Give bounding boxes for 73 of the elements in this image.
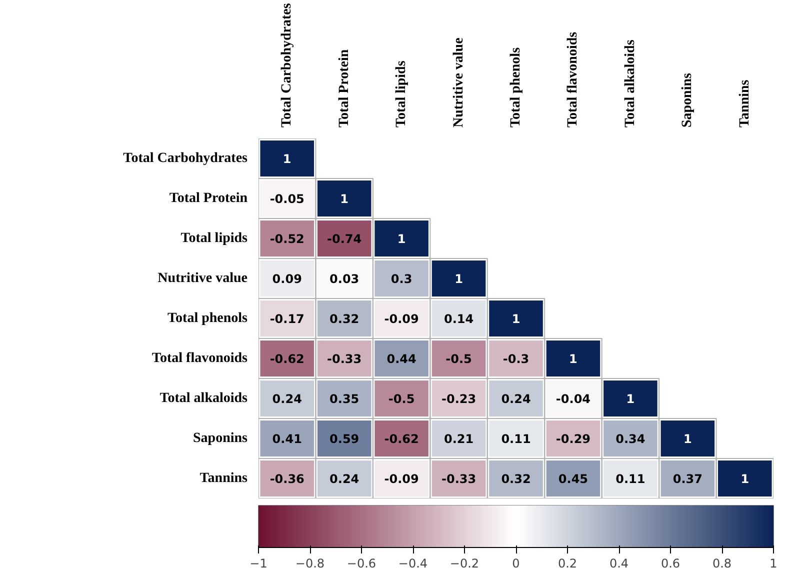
y-tick-label: Total flavonoids xyxy=(152,351,248,366)
data-label: -0.04 xyxy=(556,392,591,406)
data-label: 1 xyxy=(512,312,520,326)
color-bar-label: −1 xyxy=(250,556,268,570)
data-label: 0.24 xyxy=(330,472,360,486)
data-label: 0.32 xyxy=(330,312,360,326)
data-label: -0.05 xyxy=(270,192,304,206)
data-label: 1 xyxy=(282,152,292,166)
data-label: 0.09 xyxy=(272,272,302,286)
color-bar-label: −0.2 xyxy=(450,556,480,570)
data-label: 1 xyxy=(740,472,750,486)
data-label: 0.11 xyxy=(616,472,646,486)
data-label: -0.5 xyxy=(446,352,472,366)
data-label: 1 xyxy=(626,392,635,406)
data-label: 0.32 xyxy=(501,472,531,486)
color-bar-label: −0.4 xyxy=(398,556,428,570)
data-label: 1 xyxy=(454,272,463,286)
data-label: -0.62 xyxy=(384,432,419,446)
data-label: 1 xyxy=(569,352,578,366)
data-label: -0.62 xyxy=(270,352,304,366)
x-tick-label: Nutritive value xyxy=(451,38,466,128)
data-label: 0.21 xyxy=(444,432,474,446)
data-label: -0.09 xyxy=(384,312,419,326)
data-label: 0.35 xyxy=(330,392,360,406)
color-bar-label: 0 xyxy=(512,556,520,570)
x-tick-label: Saponins xyxy=(680,72,696,128)
data-label: 0.59 xyxy=(330,432,360,446)
color-bar-label: 0.2 xyxy=(558,556,578,570)
data-label: 1 xyxy=(683,432,692,446)
data-label: 1 xyxy=(340,192,349,206)
x-tick-label: Total Protein xyxy=(336,49,352,128)
x-tick-label: Total flavonoids xyxy=(566,31,581,128)
data-label: 0.34 xyxy=(616,432,646,446)
y-tick-label: Saponins xyxy=(193,431,248,446)
data-label: -0.33 xyxy=(441,472,476,486)
data-label: 0.24 xyxy=(501,392,531,406)
data-label: 0.14 xyxy=(444,312,474,326)
data-label: 1 xyxy=(397,232,406,246)
x-tick-label: Total phenols xyxy=(508,46,524,128)
y-tick-label: Tannins xyxy=(200,471,248,486)
data-label: 0.03 xyxy=(330,272,360,286)
data-label: 0.41 xyxy=(272,432,302,446)
data-label: -0.23 xyxy=(441,392,476,406)
data-label: 0.44 xyxy=(386,352,416,366)
x-tick-label: Tannins xyxy=(737,79,752,128)
data-label: 0.24 xyxy=(272,392,302,406)
color-bar-label: 0.8 xyxy=(712,556,732,570)
data-label: 0.11 xyxy=(501,432,531,446)
y-tick-label: Total alkaloids xyxy=(160,391,248,406)
color-bar-label: 0.4 xyxy=(609,556,629,570)
data-label: 0.3 xyxy=(390,272,412,286)
color-bar-label: 1 xyxy=(770,556,778,570)
data-label: -0.3 xyxy=(502,352,530,366)
y-tick-label: Total phenols xyxy=(167,311,248,326)
y-tick-label: Total Carbohydrates xyxy=(123,151,248,166)
data-label: -0.09 xyxy=(384,472,419,486)
data-label: 0.45 xyxy=(558,472,588,486)
data-label: -0.29 xyxy=(556,432,591,446)
y-tick-label: Total Protein xyxy=(169,191,248,206)
x-tick-label: Total alkaloids xyxy=(622,39,638,128)
y-tick-label: Total lipids xyxy=(180,231,248,246)
data-label: -0.17 xyxy=(270,312,304,326)
data-label: -0.52 xyxy=(270,232,304,246)
data-label: -0.5 xyxy=(388,392,415,406)
data-label: -0.74 xyxy=(327,232,362,246)
x-tick-label: Total lipids xyxy=(394,60,410,128)
data-label: -0.33 xyxy=(327,352,362,366)
color-bar-label: −0.6 xyxy=(346,556,376,570)
data-label: 0.37 xyxy=(672,472,702,486)
y-tick-label: Nutritive value xyxy=(158,271,248,286)
color-bar-label: 0.6 xyxy=(660,556,680,570)
color-bar-label: −0.8 xyxy=(295,556,325,570)
data-label: -0.36 xyxy=(270,472,304,486)
